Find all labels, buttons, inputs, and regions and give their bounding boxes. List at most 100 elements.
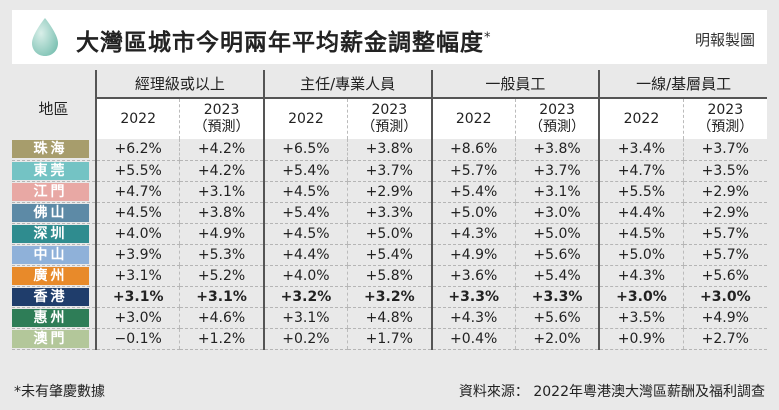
value-cell: +3.4%: [598, 139, 684, 161]
value-cell: +4.9%: [179, 223, 264, 245]
value-cell: +4.5%: [262, 181, 348, 203]
group-header: 一般員工: [430, 70, 600, 99]
year-header: 2022: [430, 98, 516, 139]
table-row: 澳門 −0.1% +1.2% +0.2% +1.7% +0.4% +2.0% +0.9% +2.…: [12, 328, 767, 350]
year-header: 2023 （預測）: [347, 98, 432, 139]
value-cell: +3.0%: [682, 286, 767, 308]
value-cell: +0.4%: [430, 328, 516, 350]
value-cell: +5.6%: [514, 307, 600, 329]
group-header: 一線/基層員工: [598, 70, 767, 99]
value-cell: +5.0%: [430, 202, 516, 224]
value-cell: +3.6%: [430, 265, 516, 287]
year-label: 2022: [455, 110, 492, 127]
value-cell: +3.7%: [682, 139, 767, 161]
region-label: 深圳: [12, 224, 89, 243]
value-cell: +3.3%: [347, 202, 432, 224]
source-note: 資料來源： 2022年粵港澳大灣區薪酬及福利調查: [458, 384, 765, 400]
year-header-row: 2022 2023 （預測） 2022 2023 （預測） 2022 2023 （預測） 2022…: [12, 98, 767, 139]
region-cell: 澳門: [12, 328, 96, 350]
value-cell: +3.7%: [514, 160, 600, 182]
region-header: 地區: [12, 70, 96, 139]
year-header: 2022: [598, 98, 684, 139]
value-cell: +0.2%: [262, 328, 348, 350]
value-cell: +3.1%: [179, 286, 264, 308]
value-cell: +5.4%: [514, 265, 600, 287]
group-header: 經理級或以上: [95, 70, 264, 99]
value-cell: +3.8%: [514, 139, 600, 161]
value-cell: +4.6%: [179, 307, 264, 329]
table-body: 珠海 +6.2% +4.2% +6.5% +3.8% +8.6% +3.8% +3.4% +3.…: [12, 139, 767, 350]
year-label: 2023: [539, 102, 575, 118]
value-cell: +4.3%: [430, 307, 516, 329]
forecast-label: （預測）: [697, 119, 754, 135]
year-label: 2023: [371, 102, 408, 118]
table-row: 東莞 +5.5% +4.2% +5.4% +3.7% +5.7% +3.7% +4.7% +3.…: [12, 160, 767, 182]
drop-logo-icon: [32, 18, 58, 56]
forecast-label: （預測）: [193, 119, 250, 135]
year-label: 2022: [623, 110, 660, 127]
value-cell: +3.0%: [95, 307, 180, 329]
region-cell: 東莞: [12, 160, 96, 182]
value-cell: +4.5%: [262, 223, 348, 245]
value-cell: +3.2%: [262, 286, 348, 308]
value-cell: +3.1%: [95, 265, 180, 287]
table-row: 佛山 +4.5% +3.8% +5.4% +3.3% +5.0% +3.0% +4.4% +2.…: [12, 202, 767, 224]
value-cell: +2.9%: [347, 181, 432, 203]
value-cell: +6.5%: [262, 139, 348, 161]
value-cell: +3.5%: [598, 307, 684, 329]
value-cell: +5.6%: [682, 265, 767, 287]
table-row: 珠海 +6.2% +4.2% +6.5% +3.8% +8.6% +3.8% +3.4% +3.…: [12, 139, 767, 161]
value-cell: +5.6%: [514, 244, 600, 266]
table-row: 香港 +3.1% +3.1% +3.2% +3.2% +3.3% +3.3% +3.0% +3.…: [12, 286, 767, 308]
title-asterisk: *: [484, 30, 492, 46]
value-cell: +3.1%: [262, 307, 348, 329]
table-row: 江門 +4.7% +3.1% +4.5% +2.9% +5.4% +3.1% +5.5% +2.…: [12, 181, 767, 203]
year-header: 2023 （預測）: [514, 98, 600, 139]
value-cell: +4.4%: [598, 202, 684, 224]
forecast-label: （預測）: [529, 119, 586, 135]
value-cell: +5.0%: [598, 244, 684, 266]
region-label: 惠州: [12, 308, 89, 327]
value-cell: +3.1%: [179, 181, 264, 203]
footnote: *未有肇慶數據: [14, 384, 105, 400]
value-cell: +4.7%: [598, 160, 684, 182]
title-bar: 大灣區城市今明兩年平均薪金調整幅度* 明報製圖: [12, 10, 767, 64]
value-cell: +5.4%: [262, 202, 348, 224]
value-cell: +4.5%: [95, 202, 180, 224]
region-cell: 江門: [12, 181, 96, 203]
value-cell: +2.9%: [682, 202, 767, 224]
value-cell: +2.7%: [682, 328, 767, 350]
region-label: 佛山: [12, 203, 89, 222]
value-cell: +4.5%: [598, 223, 684, 245]
value-cell: +4.0%: [262, 265, 348, 287]
value-cell: +4.2%: [179, 160, 264, 182]
value-cell: +4.3%: [598, 265, 684, 287]
chart-title: 大灣區城市今明兩年平均薪金調整幅度*: [76, 23, 492, 57]
region-cell: 中山: [12, 244, 96, 266]
value-cell: +3.1%: [95, 286, 180, 308]
value-cell: +5.2%: [179, 265, 264, 287]
value-cell: +5.4%: [430, 181, 516, 203]
value-cell: +5.7%: [682, 244, 767, 266]
value-cell: +5.7%: [682, 223, 767, 245]
value-cell: +4.4%: [262, 244, 348, 266]
year-header: 2022: [95, 98, 180, 139]
chart-title-text: 大灣區城市今明兩年平均薪金調整幅度: [76, 30, 484, 56]
value-cell: +5.4%: [262, 160, 348, 182]
table-row: 中山 +3.9% +5.3% +4.4% +5.4% +4.9% +5.6% +5.0% +5.…: [12, 244, 767, 266]
value-cell: +3.1%: [514, 181, 600, 203]
table-row: 廣州 +3.1% +5.2% +4.0% +5.8% +3.6% +5.4% +4.3% +5.…: [12, 265, 767, 287]
region-label: 香港: [12, 287, 89, 306]
value-cell: +5.4%: [347, 244, 432, 266]
value-cell: +5.5%: [598, 181, 684, 203]
region-cell: 香港: [12, 286, 96, 308]
value-cell: +3.8%: [347, 139, 432, 161]
value-cell: +5.0%: [347, 223, 432, 245]
value-cell: +3.5%: [682, 160, 767, 182]
value-cell: +2.9%: [682, 181, 767, 203]
forecast-label: （預測）: [361, 119, 418, 135]
value-cell: +3.8%: [179, 202, 264, 224]
group-header: 主任/專業人員: [262, 70, 432, 99]
value-cell: +4.9%: [682, 307, 767, 329]
table-row: 惠州 +3.0% +4.6% +3.1% +4.8% +4.3% +5.6% +3.5% +4.…: [12, 307, 767, 329]
